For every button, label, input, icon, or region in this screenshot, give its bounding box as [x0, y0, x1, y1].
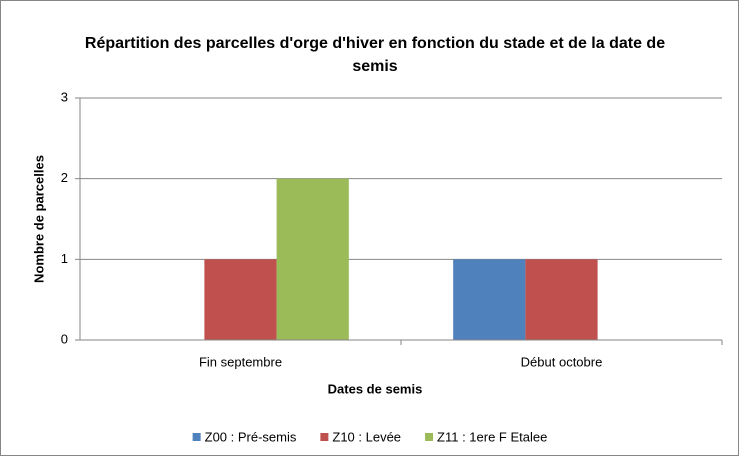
- legend-label: Z11 : 1ere F Etalee: [437, 429, 547, 444]
- legend-swatch: [320, 433, 329, 441]
- bar: [204, 259, 277, 340]
- chart-title: Répartition des parcelles d'orge d'hiver…: [84, 35, 666, 75]
- bar: [453, 259, 526, 340]
- legend-label: Z00 : Pré-semis: [205, 429, 297, 444]
- y-tick-label: 2: [61, 170, 68, 185]
- legend-label: Z10 : Levée: [332, 429, 401, 444]
- x-tick-label: Fin septembre: [199, 354, 282, 369]
- x-tick-label: Début octobre: [521, 354, 603, 369]
- y-tick-label: 1: [61, 251, 68, 266]
- x-axis-label: Dates de semis: [328, 381, 423, 396]
- y-tick-label: 0: [61, 331, 68, 346]
- bar: [525, 259, 598, 340]
- legend-swatch: [192, 433, 201, 441]
- bar: [276, 178, 349, 340]
- legend-swatch: [425, 433, 434, 441]
- y-tick-label: 3: [61, 89, 68, 104]
- y-axis-label: Nombre de parcelles: [31, 155, 46, 283]
